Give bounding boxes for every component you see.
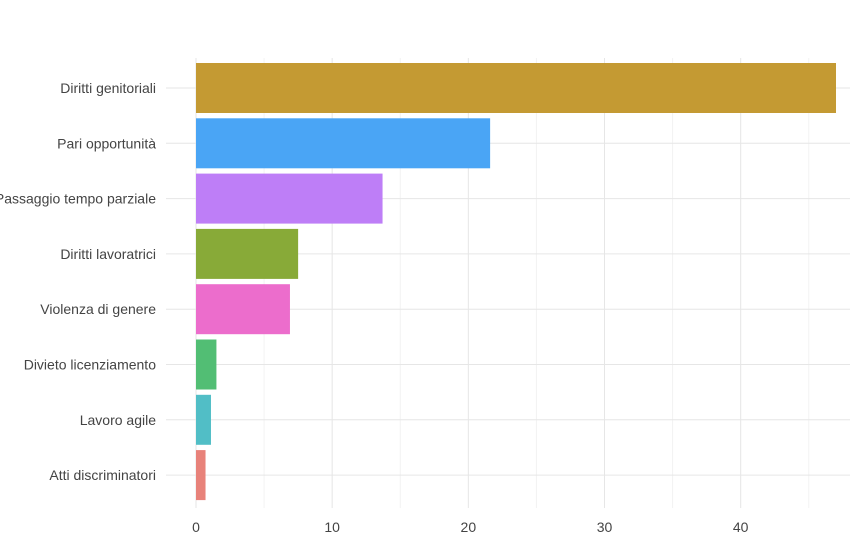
category-label: Passaggio tempo parziale — [0, 191, 156, 207]
x-tick-label: 30 — [597, 519, 613, 535]
bar — [196, 173, 383, 224]
x-tick-label: 40 — [733, 519, 749, 535]
category-label: Lavoro agile — [80, 412, 156, 428]
bar — [196, 394, 211, 445]
x-tick-label: 10 — [324, 519, 340, 535]
bar — [196, 63, 836, 113]
category-label: Atti discriminatori — [49, 467, 156, 483]
bar — [196, 118, 491, 169]
category-label: Diritti lavoratrici — [60, 246, 156, 262]
category-label: Pari opportunità — [57, 135, 156, 151]
bar — [196, 284, 290, 335]
category-label: Violenza di genere — [40, 301, 156, 317]
bar — [196, 339, 217, 390]
x-axis-ticks: 0 10 20 30 40 — [192, 519, 749, 535]
category-label: Divieto licenziamento — [24, 357, 156, 373]
category-label: Diritti genitoriali — [60, 80, 156, 96]
category-labels: Diritti genitoriali Pari opportunità Passa… — [0, 80, 156, 483]
x-tick-label: 0 — [192, 519, 200, 535]
x-tick-label: 20 — [461, 519, 477, 535]
bar — [196, 450, 206, 501]
bar — [196, 228, 299, 279]
bars — [196, 63, 836, 501]
